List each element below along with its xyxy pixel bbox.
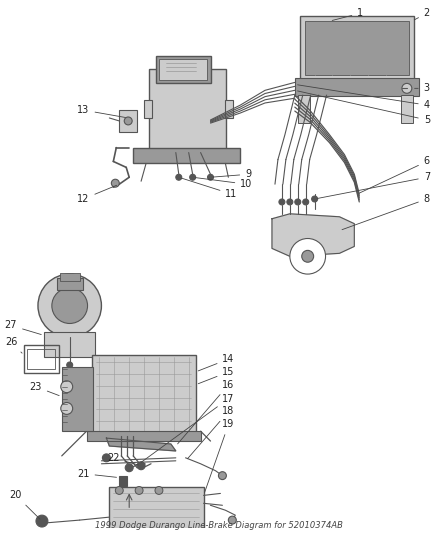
Text: 1: 1 xyxy=(332,8,364,20)
Bar xyxy=(298,95,310,123)
Bar xyxy=(62,367,93,431)
Circle shape xyxy=(102,454,110,462)
Bar xyxy=(144,100,152,118)
Circle shape xyxy=(67,362,73,368)
Circle shape xyxy=(303,199,309,205)
Bar xyxy=(226,100,233,118)
Bar xyxy=(119,475,127,486)
Bar xyxy=(133,148,240,164)
Circle shape xyxy=(61,402,73,414)
Text: 23: 23 xyxy=(29,382,59,395)
Circle shape xyxy=(36,515,48,527)
Bar xyxy=(27,349,55,369)
Bar xyxy=(305,21,409,76)
Text: 16: 16 xyxy=(178,379,235,444)
Bar xyxy=(60,273,80,281)
Text: 21: 21 xyxy=(77,469,117,479)
Circle shape xyxy=(228,516,236,524)
Text: 7: 7 xyxy=(318,172,430,198)
Circle shape xyxy=(219,472,226,480)
Text: 17: 17 xyxy=(141,393,235,462)
Bar xyxy=(87,431,201,441)
Text: 10: 10 xyxy=(195,177,253,189)
Circle shape xyxy=(38,274,102,337)
Text: 3: 3 xyxy=(415,83,430,93)
Circle shape xyxy=(155,487,163,495)
Text: 22: 22 xyxy=(107,453,138,465)
Text: 4: 4 xyxy=(297,85,430,110)
Circle shape xyxy=(176,174,182,180)
Circle shape xyxy=(125,464,133,472)
Bar xyxy=(92,355,196,436)
Circle shape xyxy=(190,174,196,180)
Text: 12: 12 xyxy=(77,185,117,204)
Text: 14: 14 xyxy=(198,354,235,371)
Bar xyxy=(159,59,207,80)
Circle shape xyxy=(111,179,119,187)
Circle shape xyxy=(279,199,285,205)
Circle shape xyxy=(52,288,88,324)
Text: 11: 11 xyxy=(181,178,238,199)
Bar xyxy=(300,16,414,80)
Circle shape xyxy=(135,487,143,495)
Circle shape xyxy=(287,199,293,205)
Text: 19: 19 xyxy=(205,419,235,493)
Text: 2: 2 xyxy=(414,8,430,20)
Circle shape xyxy=(290,238,325,274)
Bar xyxy=(156,56,211,83)
Text: 15: 15 xyxy=(198,367,235,384)
Bar xyxy=(401,95,413,123)
Circle shape xyxy=(295,199,301,205)
Bar xyxy=(149,69,226,152)
Text: 9: 9 xyxy=(213,169,251,179)
Bar xyxy=(44,333,95,357)
Text: 18: 18 xyxy=(187,407,235,459)
Bar xyxy=(57,278,83,290)
Bar xyxy=(24,345,59,373)
Text: 5: 5 xyxy=(297,91,430,125)
Circle shape xyxy=(124,117,132,125)
Bar xyxy=(119,110,137,132)
Circle shape xyxy=(61,381,73,393)
Circle shape xyxy=(312,196,318,202)
Bar xyxy=(295,78,419,96)
Text: 8: 8 xyxy=(342,194,430,230)
Polygon shape xyxy=(272,214,354,256)
Circle shape xyxy=(402,83,412,93)
Text: 13: 13 xyxy=(77,105,125,117)
Polygon shape xyxy=(106,438,176,451)
Text: 1999 Dodge Durango Line-Brake Diagram for 52010374AB: 1999 Dodge Durango Line-Brake Diagram fo… xyxy=(95,521,343,530)
Text: 27: 27 xyxy=(5,320,41,335)
Circle shape xyxy=(208,174,213,180)
Text: 20: 20 xyxy=(10,490,40,519)
Bar xyxy=(110,488,204,529)
Text: 6: 6 xyxy=(360,157,430,193)
Circle shape xyxy=(137,462,145,470)
Circle shape xyxy=(115,487,123,495)
Circle shape xyxy=(302,251,314,262)
Text: 26: 26 xyxy=(5,337,22,353)
